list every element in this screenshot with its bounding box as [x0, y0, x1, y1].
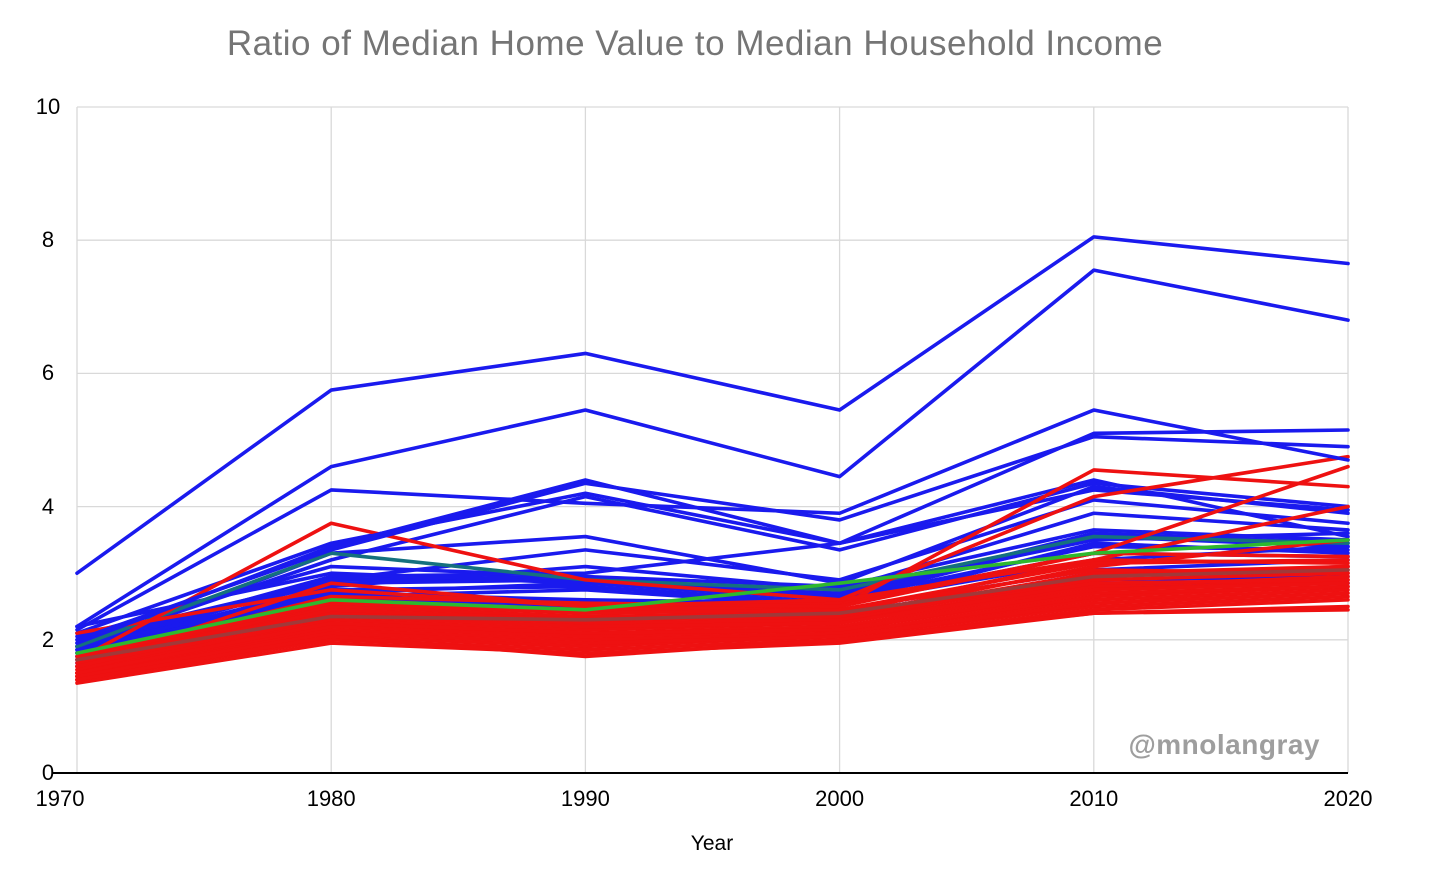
series-line-01 — [75, 481, 1350, 649]
series-line-36 — [75, 591, 1350, 679]
series-line-17 — [75, 498, 1350, 642]
y-tick-label: 10 — [35, 94, 61, 119]
chart-title: Ratio of Median Home Value to Median Hou… — [226, 24, 1164, 63]
series-line-31 — [75, 578, 1350, 675]
x-tick-label: 2010 — [1069, 786, 1119, 811]
series-line-44 — [75, 568, 1350, 659]
series-line-46 — [75, 568, 1350, 662]
series-line-49 — [75, 434, 1350, 642]
y-tick-label: 4 — [41, 493, 55, 519]
series-line-48 — [75, 428, 1350, 645]
y-tick-label: 2 — [41, 626, 55, 652]
series-line-33 — [75, 584, 1350, 679]
x-tick-label: 2000 — [815, 786, 865, 811]
x-tick-label: 1970 — [35, 786, 85, 811]
series-line-05 — [75, 528, 1350, 639]
series-line-45 — [75, 538, 1350, 655]
series-line-50 — [75, 268, 1350, 629]
watermark: @mnolangray — [1128, 729, 1320, 760]
x-tick-label: 1990 — [560, 786, 610, 811]
x-tick-label: 1980 — [306, 786, 356, 811]
series-line-20 — [75, 454, 1350, 662]
y-tick-label: 8 — [41, 227, 55, 253]
series-line-37 — [75, 598, 1350, 682]
y-tick-label: 0 — [41, 760, 55, 785]
x-axis-title: Year — [690, 832, 734, 855]
series-line-51 — [75, 235, 1350, 576]
series-line-43 — [75, 558, 1350, 635]
y-tick-label: 6 — [41, 360, 55, 386]
series-line-40 — [75, 581, 1350, 675]
series-line-39 — [75, 608, 1350, 682]
series-line-47 — [75, 408, 1350, 632]
x-tick-label: 2020 — [1323, 786, 1373, 811]
